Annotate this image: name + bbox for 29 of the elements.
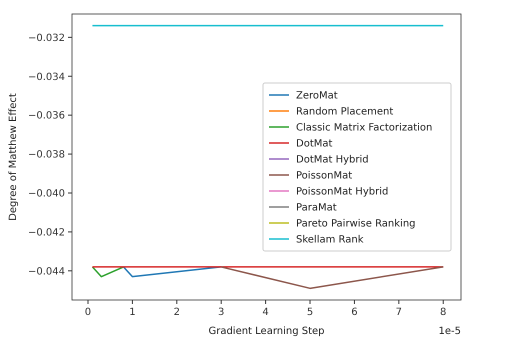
x-tick-label: 3: [218, 307, 224, 318]
x-tick-label: 0: [84, 307, 92, 318]
x-tick-label: 8: [440, 307, 446, 318]
x-tick-label: 5: [306, 307, 314, 318]
legend-label: Random Placement: [296, 106, 394, 118]
legend-label: ZeroMat: [296, 90, 338, 102]
legend-label: Skellam Rank: [296, 234, 364, 246]
x-tick-label: 4: [262, 307, 269, 318]
legend-label: DotMat Hybrid: [296, 154, 369, 166]
text: 1e-5: [438, 326, 461, 337]
legend-label: PoissonMat Hybrid: [296, 186, 388, 198]
x-tick-label: 2: [174, 307, 180, 318]
x-tick-label: 1: [129, 307, 136, 318]
legend-label: Classic Matrix Factorization: [296, 122, 432, 134]
y-tick-label: −0.044: [28, 266, 65, 278]
x-tick-label: 6: [351, 307, 358, 318]
legend-label: ParaMat: [296, 202, 337, 214]
legend-label: PoissonMat: [296, 170, 352, 182]
y-tick-label: −0.040: [28, 188, 65, 200]
x-axis-title: Gradient Learning Step: [208, 326, 325, 337]
y-tick-label: −0.036: [28, 110, 65, 122]
y-tick-label: −0.042: [28, 227, 65, 238]
x-tick-label: 7: [396, 307, 402, 318]
legend-label: DotMat: [296, 138, 332, 150]
legend-label: Pareto Pairwise Ranking: [296, 218, 416, 230]
y-tick-label: −0.034: [28, 72, 65, 83]
y-axis-title: Degree of Matthew Effect: [8, 93, 19, 221]
y-tick-label: −0.032: [28, 32, 65, 44]
y-tick-label: −0.038: [28, 150, 65, 161]
